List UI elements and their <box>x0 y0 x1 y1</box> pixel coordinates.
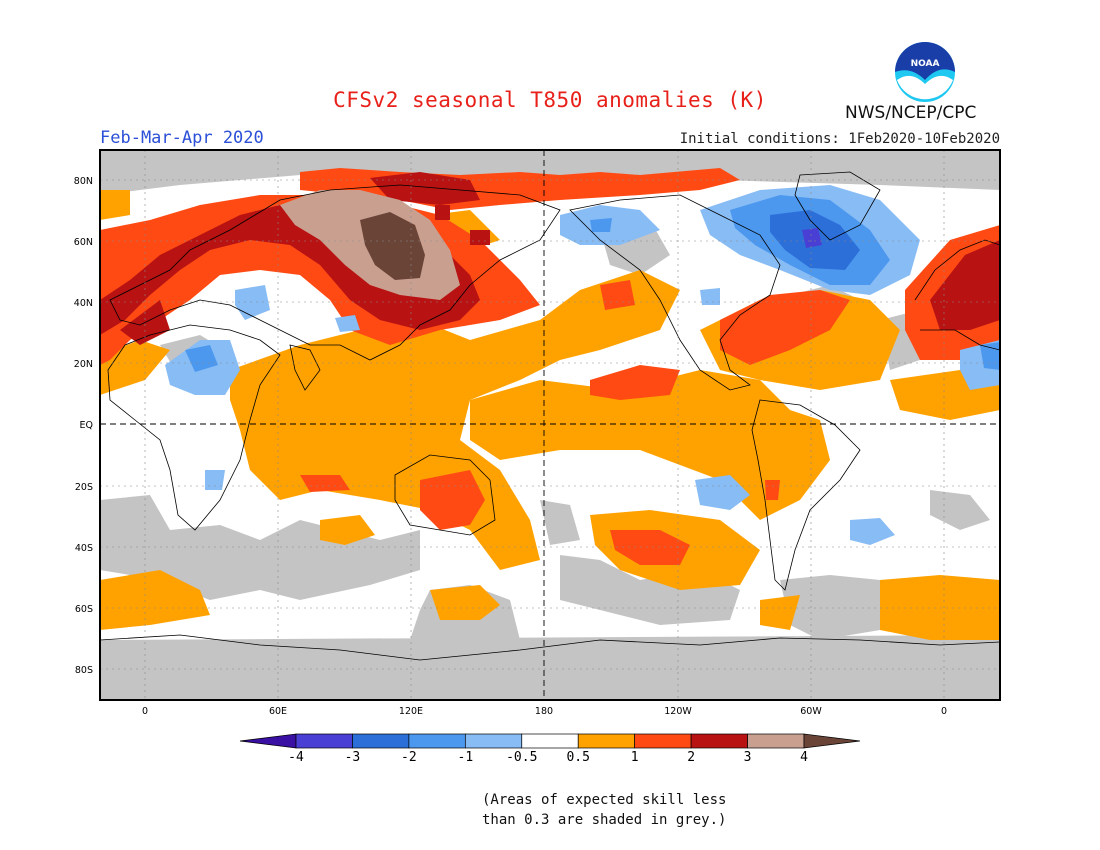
footnote-line-2: than 0.3 are shaded in grey.) <box>482 812 727 828</box>
lat-label: 80N <box>74 176 93 187</box>
footnote-line-1: (Areas of expected skill less <box>482 792 727 808</box>
legend-swatch <box>634 733 692 749</box>
color-legend-labels: -4 -3 -2 -1 -0.5 0.5 1 2 3 4 <box>288 750 808 765</box>
lon-label: 60E <box>269 706 287 717</box>
lon-label: 0 <box>142 706 148 717</box>
lat-label: 20S <box>75 482 93 493</box>
latitude-labels: 80N 60N 40N 20N EQ 20S 40S 60S 80S <box>74 176 93 676</box>
legend-tick-label: -3 <box>345 750 361 765</box>
map-title: CFSv2 seasonal T850 anomalies (K) <box>333 88 767 112</box>
season-label: Feb-Mar-Apr 2020 <box>100 128 264 148</box>
lat-label: 60N <box>74 237 93 248</box>
lat-label: 20N <box>74 359 93 370</box>
legend-tick-label: -2 <box>401 750 417 765</box>
legend-swatch <box>577 733 636 749</box>
legend-tick-label: -4 <box>288 750 304 765</box>
lat-label: 40S <box>75 543 93 554</box>
legend-swatch <box>690 733 748 749</box>
legend-swatch <box>464 733 523 749</box>
agency-label: NWS/NCEP/CPC <box>845 103 977 123</box>
legend-max-arrow <box>803 733 861 749</box>
longitude-labels: 0 60E 120E 180 120W 60W 0 <box>142 706 947 717</box>
legend-tick-label: 0.5 <box>566 750 589 765</box>
color-legend <box>239 733 861 749</box>
legend-swatch <box>408 733 466 749</box>
anomaly-minus-3-to-4 <box>802 228 822 248</box>
equator-dateline <box>100 150 1000 700</box>
legend-tick-label: 4 <box>800 750 808 765</box>
lat-label: 80S <box>75 665 93 676</box>
legend-swatch <box>521 733 579 749</box>
legend-swatch <box>295 733 353 749</box>
legend-tick-label: 2 <box>687 750 695 765</box>
lon-label: 120E <box>399 706 423 717</box>
legend-min-arrow <box>239 733 297 749</box>
lon-label: 180 <box>535 706 553 717</box>
lat-label: 40N <box>74 298 93 309</box>
map-frame <box>99 149 1001 701</box>
legend-tick-label: 3 <box>744 750 752 765</box>
lat-label: EQ <box>80 420 93 431</box>
skill-footnote: (Areas of expected skill less than 0.3 a… <box>482 790 726 830</box>
noaa-logo-text: NOAA <box>911 59 940 69</box>
lon-label: 120W <box>664 706 692 717</box>
lon-label: 0 <box>941 706 947 717</box>
anomaly-above-4 <box>360 212 425 280</box>
lat-label: 60S <box>75 604 93 615</box>
legend-swatch <box>352 733 410 749</box>
legend-swatch <box>747 733 805 749</box>
legend-tick-label: -1 <box>458 750 474 765</box>
coastlines <box>100 171 1000 661</box>
legend-tick-label: -0.5 <box>506 750 537 765</box>
initial-conditions: Initial conditions: 1Feb2020-10Feb2020 <box>679 131 1000 147</box>
lon-label: 60W <box>800 706 822 717</box>
legend-tick-label: 1 <box>631 750 639 765</box>
graticule <box>100 150 1000 700</box>
noaa-logo: NOAA <box>895 42 955 102</box>
